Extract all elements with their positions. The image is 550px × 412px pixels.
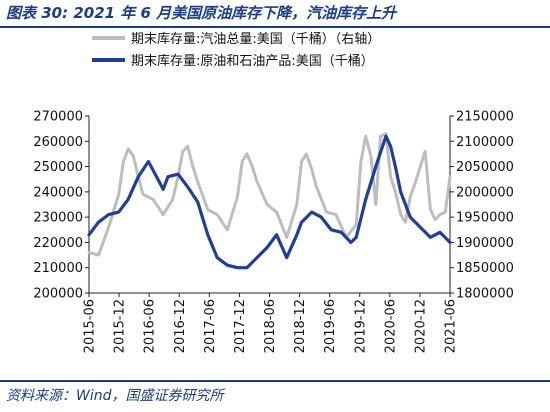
legend-label-1: 期末库存量:汽油总量:美国（千桶）（右轴）	[131, 31, 380, 47]
x-axis-tick-label: 2015-12	[113, 299, 128, 353]
figure-title: 图表 30: 2021 年 6 月美国原油库存下降，汽油库存上升	[6, 4, 397, 22]
x-axis-tick-label: 2020-12	[413, 299, 428, 353]
right-axis-tick-label: 2050000	[456, 160, 514, 175]
chart: 期末库存量:汽油总量:美国（千桶）（右轴） 期末库存量:原油和石油产品:美国（千桶…	[33, 31, 514, 354]
series-line-1	[87, 132, 452, 257]
series-layer	[87, 132, 452, 270]
x-axis-tick-label: 2019-12	[353, 299, 368, 353]
right-axis-tick-label: 1950000	[456, 211, 514, 226]
legend: 期末库存量:汽油总量:美国（千桶）（右轴） 期末库存量:原油和石油产品:美国（千桶…	[92, 31, 380, 69]
x-axis-tick-label: 2015-06	[83, 299, 98, 353]
x-axis-tick-label: 2016-12	[173, 299, 188, 353]
x-axis-tick-label: 2019-06	[323, 299, 338, 353]
source-note: 资料来源：Wind，国盛证券研究所	[6, 388, 224, 404]
footer-rule	[0, 380, 550, 382]
x-axis-tick-label: 2016-06	[143, 299, 158, 353]
x-axis-tick-label: 2017-06	[203, 299, 218, 353]
right-axis-tick-label: 2150000	[456, 110, 514, 125]
legend-label-2: 期末库存量:原油和石油产品:美国（千桶）	[131, 53, 374, 69]
left-axis-tick-label: 210000	[33, 261, 83, 276]
right-axis-tick-label: 1900000	[456, 236, 514, 251]
right-axis-tick-label: 2100000	[456, 135, 514, 150]
left-axis-tick-label: 260000	[33, 135, 83, 150]
left-axis-tick-label: 240000	[33, 185, 83, 200]
left-axis-tick-label: 230000	[33, 211, 83, 226]
left-axis-tick-label: 270000	[33, 110, 83, 125]
left-axis-tick-label: 220000	[33, 236, 83, 251]
right-axis-tick-label: 1850000	[456, 261, 514, 276]
tick-labels: 200000 210000 220000 230000 240000 250000 2600…	[33, 110, 514, 354]
title-rule	[0, 26, 550, 28]
left-axis-tick-label: 250000	[33, 160, 83, 175]
left-axis-tick-label: 200000	[33, 287, 83, 302]
right-axis-tick-label: 2000000	[456, 185, 514, 200]
x-axis-tick-label: 2021-06	[444, 299, 459, 353]
x-axis-tick-label: 2018-06	[263, 299, 278, 353]
right-axis-tick-label: 1800000	[456, 287, 514, 302]
x-axis-tick-label: 2017-12	[233, 299, 248, 353]
series-line-2	[87, 134, 452, 270]
axes	[85, 115, 454, 297]
x-axis-tick-label: 2018-12	[293, 299, 308, 353]
x-axis-tick-label: 2020-06	[383, 299, 398, 353]
